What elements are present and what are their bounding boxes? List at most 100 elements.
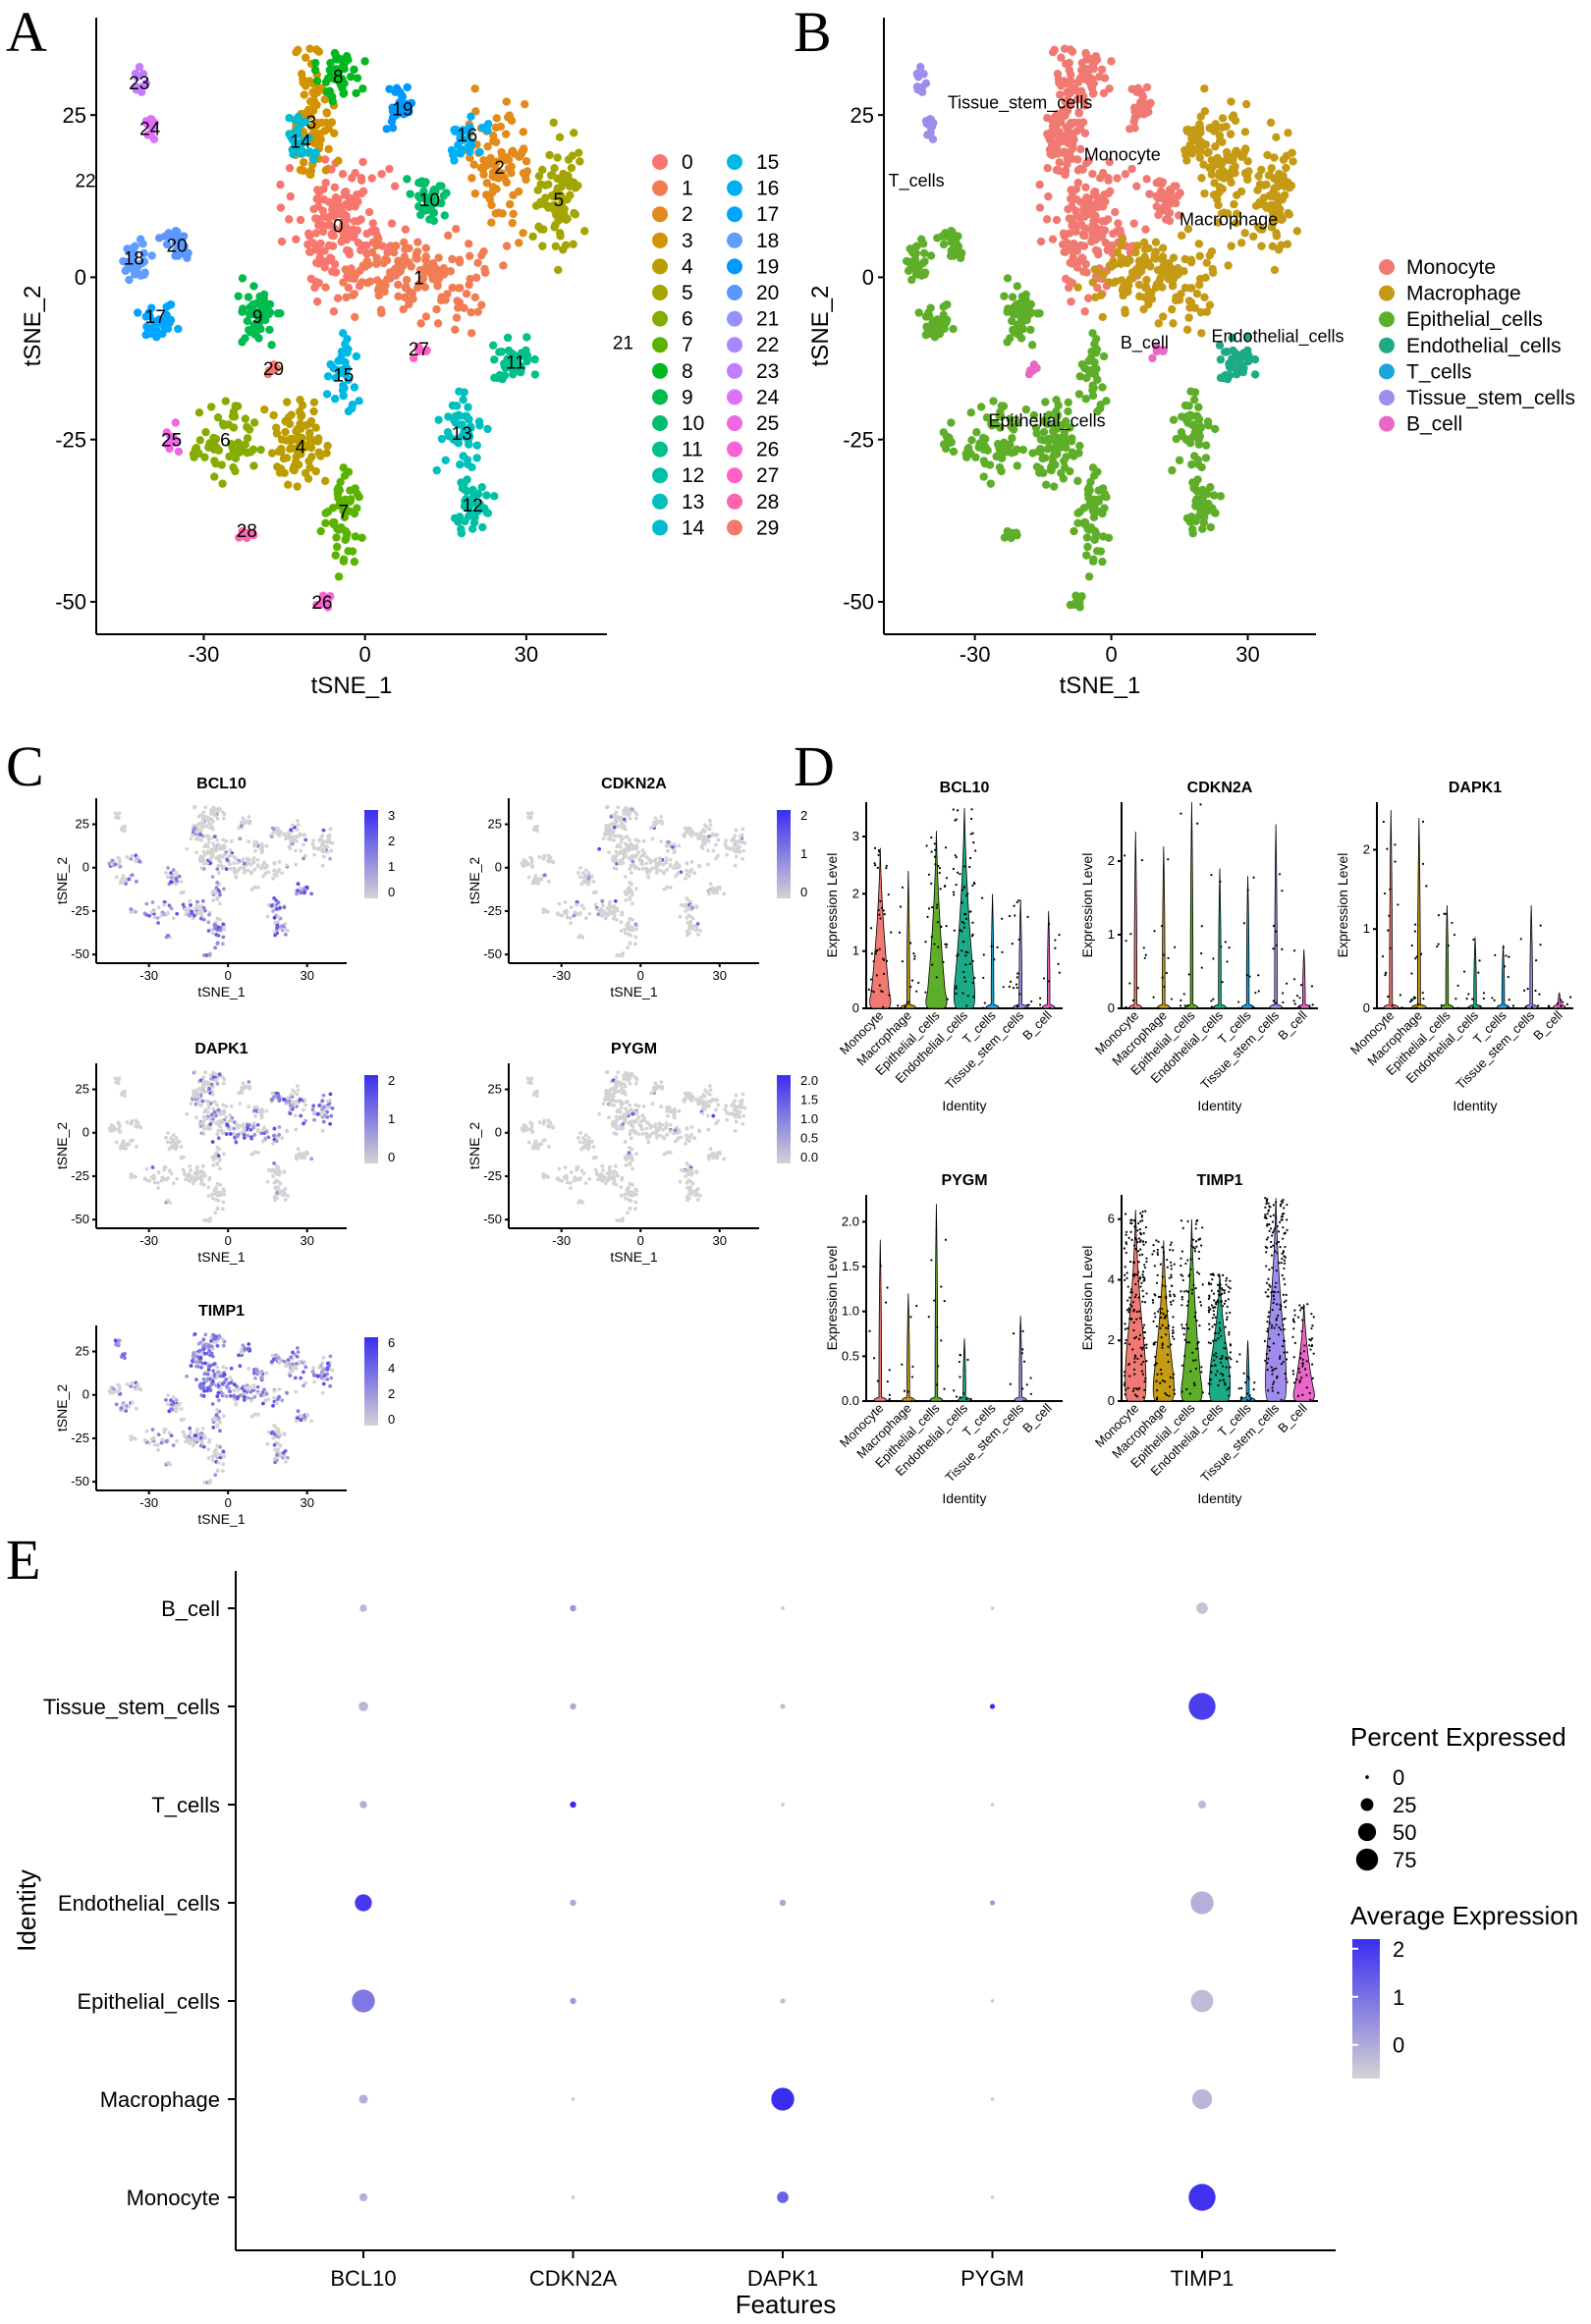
- celltype-point: [986, 460, 994, 468]
- expression-point: [110, 1127, 114, 1131]
- panel-b-y-tick-label: 25: [850, 103, 874, 128]
- legend-label: 29: [756, 516, 779, 539]
- celltype-point: [1223, 152, 1231, 160]
- expression-point: [203, 1100, 207, 1104]
- expression-point: [716, 838, 720, 841]
- expression-point: [216, 817, 220, 821]
- celltype-point: [1293, 227, 1301, 235]
- legend-label: Macrophage: [1406, 283, 1521, 305]
- expression-point: [203, 835, 207, 838]
- expression-point: [714, 1108, 718, 1111]
- celltype-point: [1049, 235, 1057, 243]
- cluster-point: [478, 483, 486, 491]
- expression-point: [322, 1111, 326, 1115]
- feature-x-tick-label: -30: [139, 968, 158, 983]
- expression-point: [522, 862, 526, 866]
- celltype-point: [1043, 114, 1051, 122]
- cluster-point: [402, 284, 410, 292]
- expression-point: [296, 819, 300, 823]
- cluster-point: [580, 227, 588, 235]
- celltype-point: [1087, 81, 1095, 89]
- expression-point: [635, 845, 639, 849]
- cluster-point: [339, 278, 347, 286]
- expression-point: [697, 1129, 701, 1133]
- expression-point: [575, 903, 578, 907]
- celltype-point: [950, 448, 958, 456]
- expression-point: [689, 1133, 693, 1137]
- legend-label: 16: [756, 178, 779, 200]
- expression-point: [661, 863, 665, 867]
- celltype-point: [1196, 126, 1204, 134]
- expression-point: [145, 902, 149, 906]
- cluster-point: [195, 408, 203, 416]
- celltype-point: [1243, 157, 1251, 165]
- cluster-point: [328, 92, 336, 100]
- celltype-point: [1210, 190, 1218, 198]
- cluster-point: [304, 420, 312, 428]
- legend-label: 19: [756, 255, 779, 278]
- celltype-point: [1219, 114, 1227, 122]
- celltype-point: [1046, 435, 1054, 443]
- expression-point: [196, 838, 200, 841]
- expression-point: [201, 899, 205, 903]
- celltype-point: [1214, 201, 1222, 209]
- celltype-point: [928, 328, 936, 336]
- expression-point: [665, 1121, 669, 1125]
- expression-point: [708, 828, 712, 832]
- cluster-point: [536, 198, 544, 206]
- expression-point: [311, 842, 315, 846]
- cluster-point: [311, 66, 319, 74]
- cluster-point: [330, 130, 338, 137]
- celltype-point: [1029, 366, 1037, 374]
- expression-point: [587, 871, 591, 875]
- expression-point: [630, 864, 633, 868]
- celltype-point: [1237, 239, 1245, 246]
- cluster-point: [308, 88, 316, 96]
- expression-point: [221, 935, 225, 939]
- expression-point: [156, 916, 160, 920]
- feature-y-axis-label: tSNE_2: [54, 1122, 70, 1169]
- expression-point: [256, 864, 260, 868]
- expression-point: [180, 880, 184, 884]
- expression-point: [530, 811, 534, 815]
- celltype-point: [940, 241, 948, 248]
- celltype-point: [1163, 196, 1171, 204]
- expression-point: [633, 810, 637, 814]
- expression-point: [711, 1114, 715, 1118]
- expression-point: [627, 807, 631, 811]
- expression-point: [626, 946, 630, 949]
- cluster-point: [396, 88, 404, 96]
- expression-point: [618, 1080, 622, 1084]
- expression-point: [687, 874, 691, 878]
- expression-point: [624, 828, 628, 832]
- expression-point: [703, 1088, 707, 1092]
- cluster-point: [442, 457, 450, 464]
- celltype-point: [1053, 450, 1061, 458]
- expression-point: [206, 1110, 210, 1114]
- expression-point: [135, 860, 138, 864]
- expression-point: [254, 840, 258, 844]
- celltype-point: [1274, 200, 1282, 208]
- celltype-point: [1117, 242, 1125, 249]
- expression-point: [198, 833, 202, 837]
- expression-point: [203, 805, 207, 809]
- expression-point: [294, 1128, 298, 1132]
- cluster-point: [416, 319, 424, 327]
- expression-point: [687, 1139, 691, 1143]
- expression-point: [596, 912, 600, 916]
- expression-point: [672, 848, 676, 852]
- celltype-point: [1125, 125, 1133, 133]
- expression-point: [271, 1174, 275, 1178]
- cluster-label: 12: [463, 496, 483, 516]
- cluster-point: [504, 334, 512, 342]
- celltype-point: [989, 397, 997, 405]
- expression-point: [610, 822, 614, 826]
- expression-point: [623, 1112, 627, 1116]
- cluster-point: [394, 257, 402, 265]
- expression-point: [207, 840, 211, 844]
- expression-point: [302, 842, 305, 846]
- celltype-point: [1077, 253, 1085, 261]
- feature-y-tick-label: 25: [76, 817, 89, 832]
- expression-point: [618, 815, 622, 819]
- celltype-point: [1210, 491, 1218, 499]
